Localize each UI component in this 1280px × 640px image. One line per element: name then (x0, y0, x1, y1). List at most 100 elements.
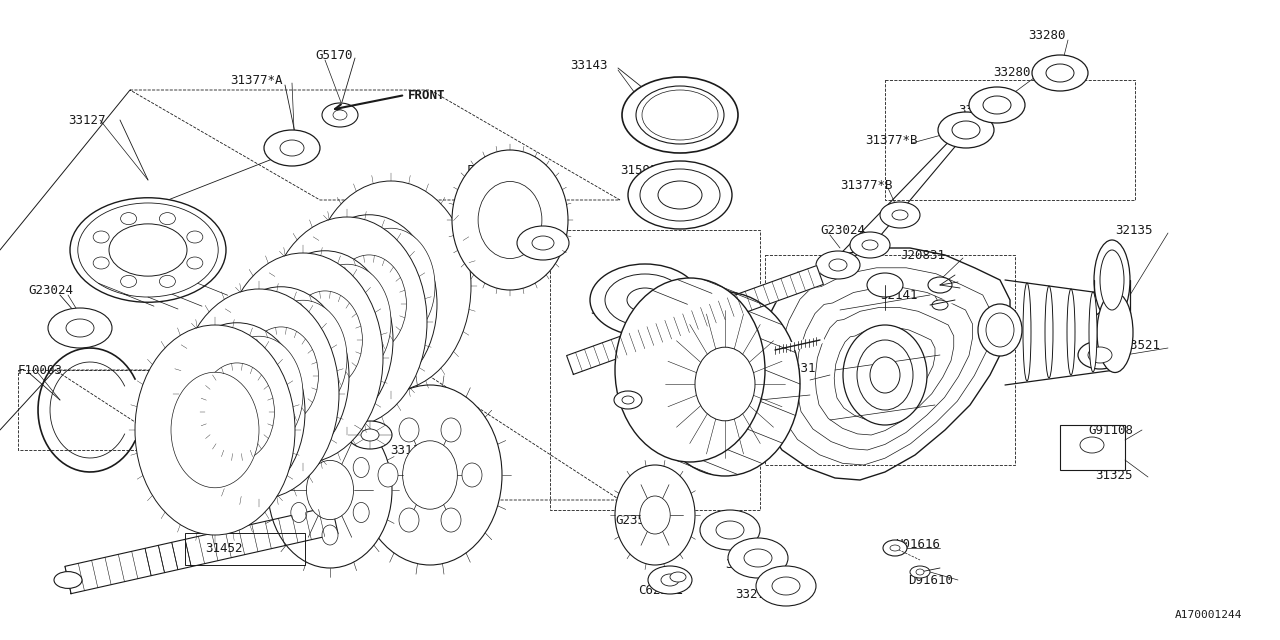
Ellipse shape (403, 441, 457, 509)
Text: 31331: 31331 (778, 362, 815, 374)
Ellipse shape (978, 304, 1021, 356)
Ellipse shape (858, 340, 913, 410)
Ellipse shape (657, 99, 704, 131)
Ellipse shape (1044, 286, 1053, 378)
Ellipse shape (49, 308, 113, 348)
Ellipse shape (348, 421, 392, 449)
Text: 31593: 31593 (456, 204, 494, 216)
Ellipse shape (353, 502, 369, 522)
Bar (18, 370, 166, 450)
Ellipse shape (172, 372, 259, 488)
Ellipse shape (870, 357, 900, 393)
Ellipse shape (187, 231, 202, 243)
Ellipse shape (70, 198, 227, 302)
Ellipse shape (658, 181, 701, 209)
Text: 31377*B: 31377*B (865, 134, 918, 147)
Ellipse shape (952, 121, 980, 139)
Text: 33279: 33279 (716, 524, 753, 536)
Ellipse shape (1088, 347, 1112, 363)
Ellipse shape (605, 274, 685, 326)
Ellipse shape (323, 525, 338, 545)
Ellipse shape (517, 226, 570, 260)
Ellipse shape (223, 253, 383, 463)
Ellipse shape (1097, 292, 1133, 372)
Ellipse shape (120, 275, 137, 287)
Ellipse shape (1080, 437, 1103, 453)
Ellipse shape (1032, 55, 1088, 91)
Ellipse shape (54, 572, 82, 588)
Ellipse shape (358, 385, 502, 565)
Ellipse shape (1068, 289, 1075, 375)
Text: H01616: H01616 (895, 538, 940, 552)
Ellipse shape (291, 458, 307, 477)
Ellipse shape (179, 289, 339, 499)
Ellipse shape (361, 429, 379, 441)
Text: G41403: G41403 (620, 383, 666, 397)
Ellipse shape (303, 264, 390, 380)
Ellipse shape (257, 251, 393, 429)
Ellipse shape (916, 569, 924, 575)
Ellipse shape (268, 217, 428, 427)
Text: 31592: 31592 (620, 163, 658, 177)
Ellipse shape (643, 90, 718, 140)
Ellipse shape (861, 240, 878, 250)
Ellipse shape (268, 412, 392, 568)
Bar (1060, 425, 1125, 470)
Ellipse shape (969, 87, 1025, 123)
Text: 32135: 32135 (1115, 223, 1152, 237)
Ellipse shape (700, 510, 760, 550)
Ellipse shape (264, 130, 320, 166)
Ellipse shape (1078, 341, 1123, 369)
Ellipse shape (67, 319, 93, 337)
Text: G23024: G23024 (28, 284, 73, 296)
Text: 33127: 33127 (68, 113, 105, 127)
Text: D91610: D91610 (908, 573, 954, 586)
Text: F10003: F10003 (18, 364, 63, 376)
Ellipse shape (93, 257, 109, 269)
Text: 33279: 33279 (724, 559, 763, 572)
Ellipse shape (744, 549, 772, 567)
Text: FRONT: FRONT (408, 88, 445, 102)
Text: 33143: 33143 (570, 58, 608, 72)
Ellipse shape (910, 566, 931, 578)
Text: 33279: 33279 (735, 589, 773, 602)
Text: G73521: G73521 (1115, 339, 1160, 351)
Text: C62201: C62201 (637, 584, 684, 596)
Text: 33123*B: 33123*B (652, 424, 704, 436)
Bar (186, 533, 305, 565)
Text: 33283: 33283 (590, 303, 627, 317)
Ellipse shape (347, 228, 435, 344)
Bar (765, 255, 1015, 465)
Ellipse shape (301, 215, 436, 393)
Text: G5170: G5170 (315, 49, 352, 61)
Ellipse shape (648, 566, 692, 594)
Ellipse shape (200, 363, 274, 461)
Ellipse shape (306, 460, 353, 520)
Ellipse shape (938, 112, 995, 148)
Ellipse shape (614, 278, 765, 462)
Ellipse shape (452, 150, 568, 290)
Ellipse shape (669, 572, 686, 582)
Text: 31377*A: 31377*A (230, 74, 283, 86)
Ellipse shape (442, 508, 461, 532)
Text: G91108: G91108 (1088, 424, 1133, 436)
Ellipse shape (160, 212, 175, 225)
Ellipse shape (772, 577, 800, 595)
Ellipse shape (614, 391, 643, 409)
Polygon shape (65, 506, 338, 594)
Ellipse shape (627, 288, 663, 312)
Ellipse shape (829, 259, 847, 271)
Text: 31325: 31325 (1094, 468, 1133, 481)
Text: 33280: 33280 (1028, 29, 1065, 42)
Text: 33280: 33280 (993, 65, 1030, 79)
Ellipse shape (259, 300, 347, 416)
Ellipse shape (1089, 292, 1097, 372)
Ellipse shape (695, 347, 755, 421)
Ellipse shape (892, 210, 908, 220)
Ellipse shape (212, 287, 349, 465)
Ellipse shape (817, 251, 860, 279)
Ellipse shape (636, 86, 724, 144)
Ellipse shape (650, 292, 800, 476)
Ellipse shape (332, 255, 407, 353)
Ellipse shape (187, 257, 202, 269)
